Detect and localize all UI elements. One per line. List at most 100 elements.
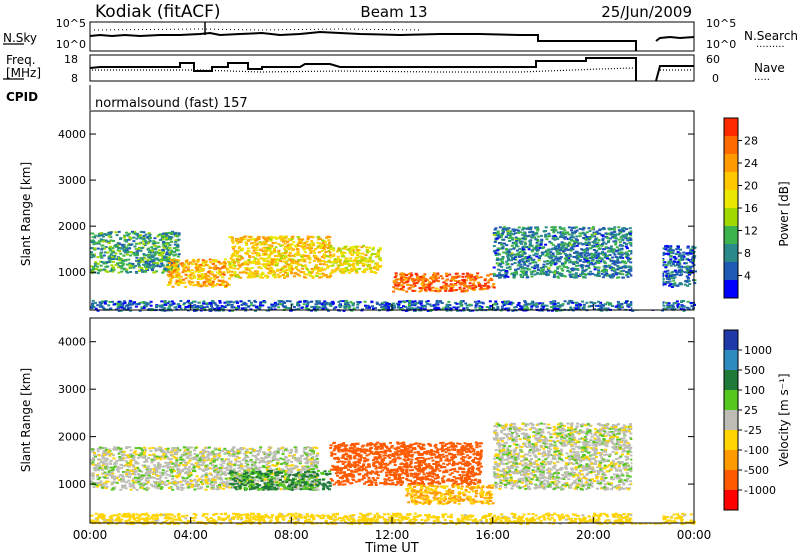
power-scatter-point: [512, 233, 516, 236]
power-scatter-point: [551, 271, 555, 274]
power-scatter-point: [297, 238, 301, 241]
power-scatter-point: [255, 254, 259, 257]
power-scatter-point: [255, 306, 258, 309]
power-scatter-point: [558, 273, 562, 276]
power-scatter-point: [676, 251, 680, 254]
velocity-scatter-point: [215, 474, 219, 477]
power-scatter-point: [562, 227, 566, 230]
power-scatter-point: [117, 247, 121, 249]
power-scatter-point: [675, 273, 679, 276]
power-scatter-point: [476, 272, 480, 275]
power-scatter-point: [93, 247, 97, 250]
power-scatter-point: [373, 265, 377, 268]
power-scatter-point: [170, 266, 174, 269]
power-scatter-point: [147, 247, 151, 250]
power-scatter-point: [504, 308, 508, 310]
power-scatter-point: [588, 237, 592, 240]
power-scatter-point: [675, 271, 678, 274]
power-scatter-point: [548, 240, 552, 243]
power-scatter-point: [517, 262, 521, 265]
power-scatter-point: [342, 300, 346, 303]
power-scatter-point: [293, 255, 297, 258]
power-scatter-point: [134, 305, 138, 308]
power-scatter-point: [246, 276, 250, 279]
power-scatter-point: [327, 246, 331, 249]
power-scatter-point: [95, 268, 99, 270]
power-scatter-point: [264, 263, 268, 266]
power-scatter-point: [517, 301, 521, 304]
power-scatter-point: [260, 242, 264, 245]
power-scatter-point: [149, 264, 153, 267]
power-scatter-point: [96, 262, 100, 265]
power-scatter-point: [601, 237, 605, 240]
power-scatter-point: [463, 280, 466, 283]
power-scatter-point: [297, 259, 301, 262]
power-scatter-point: [277, 243, 281, 246]
power-scatter-point: [215, 306, 219, 309]
power-scatter-point: [494, 232, 498, 235]
power-scatter-point: [184, 285, 188, 288]
power-scatter-point: [285, 246, 289, 249]
power-scatter-point: [233, 271, 237, 274]
velocity-scatter-point: [193, 488, 197, 491]
power-scatter-point: [678, 306, 682, 309]
power-scatter-point: [250, 276, 254, 279]
power-scatter-point: [568, 253, 572, 256]
power-scatter-point: [581, 300, 585, 303]
power-scatter-point: [301, 246, 305, 249]
power-scatter-point: [340, 263, 344, 266]
power-scatter-point: [175, 249, 178, 251]
power-scatter-point: [190, 269, 194, 272]
power-scatter-point: [596, 244, 599, 247]
power-scatter-point: [672, 279, 676, 282]
power-scatter-point: [346, 305, 350, 307]
power-scatter-point: [540, 251, 544, 254]
power-scatter-point: [674, 257, 678, 260]
power-scatter-point: [276, 268, 280, 271]
power-scatter-point: [544, 230, 548, 232]
power-scatter-point: [139, 234, 142, 237]
power-scatter-point: [331, 302, 335, 305]
velocity-scatter-point: [305, 460, 309, 463]
power-scatter-point: [414, 307, 418, 310]
power-scatter-point: [235, 252, 239, 255]
power-scatter-point: [149, 254, 153, 257]
power-scatter-point: [269, 250, 273, 253]
power-scatter-point: [307, 237, 310, 240]
power-scatter-point: [248, 274, 251, 277]
power-scatter-point: [392, 304, 396, 307]
power-scatter-point: [531, 234, 535, 237]
power-scatter-point: [626, 254, 630, 257]
power-scatter-point: [218, 284, 222, 286]
power-scatter-point: [287, 307, 291, 310]
power-scatter-point: [513, 262, 517, 264]
power-scatter-point: [140, 306, 144, 309]
power-scatter-point: [273, 302, 277, 305]
power-scatter-point: [301, 259, 305, 262]
power-scatter-point: [624, 245, 628, 248]
power-scatter-point: [308, 271, 312, 274]
velocity-scatter-point: [97, 469, 101, 472]
power-scatter-point: [468, 309, 472, 312]
power-scatter-point: [400, 277, 404, 280]
power-scatter-point: [138, 301, 142, 304]
power-scatter-point: [188, 270, 192, 273]
power-scatter-point: [478, 305, 482, 307]
power-scatter-point: [342, 262, 346, 265]
power-scatter-point: [303, 264, 307, 267]
power-scatter-point: [677, 266, 681, 269]
power-scatter-point: [111, 249, 115, 252]
power-scatter-point: [595, 266, 599, 269]
velocity-scatter-point: [275, 468, 279, 471]
power-scatter-point: [514, 306, 518, 308]
power-scatter-point: [291, 254, 295, 257]
power-scatter-point: [122, 262, 125, 265]
power-scatter-point: [142, 231, 146, 234]
power-scatter-point: [318, 302, 322, 305]
power-scatter-point: [173, 306, 177, 309]
power-scatter-point: [411, 277, 414, 280]
power-scatter-point: [507, 227, 511, 230]
power-scatter-point: [284, 254, 288, 257]
power-scatter-point: [506, 259, 510, 262]
power-scatter-point: [337, 304, 341, 307]
